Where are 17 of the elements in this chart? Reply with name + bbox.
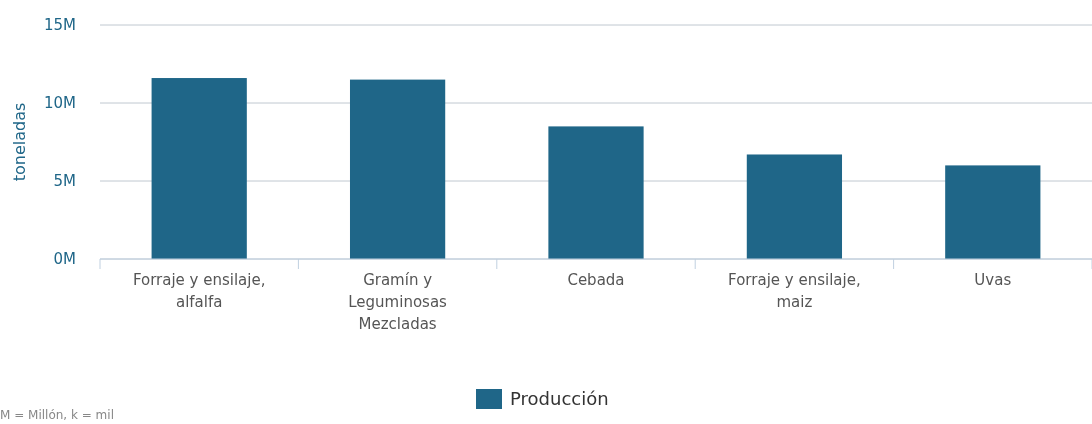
x-tick-label: Uvas	[974, 271, 1012, 289]
y-axis-title: toneladas	[10, 102, 29, 182]
bar	[746, 154, 843, 259]
bar	[151, 78, 247, 259]
x-tick-label: Forraje y ensilaje, alfalfa	[132, 271, 266, 311]
y-tick-label: 10M	[43, 94, 76, 113]
y-tick-label: 0M	[53, 250, 76, 269]
y-tick-label: 5M	[53, 172, 76, 191]
x-tick-label: Gramín y Leguminosas Mezcladas	[348, 271, 448, 333]
bar	[349, 79, 446, 259]
x-tick-label: Forraje y ensilaje, maiz	[728, 271, 861, 311]
legend-label: Producción	[510, 388, 609, 410]
text: M = Millón, k = mil	[0, 408, 114, 422]
x-tick-label: Cebada	[567, 271, 625, 289]
y-tick-label: 15M	[43, 16, 76, 35]
bar	[548, 126, 644, 259]
bar	[945, 165, 1041, 259]
